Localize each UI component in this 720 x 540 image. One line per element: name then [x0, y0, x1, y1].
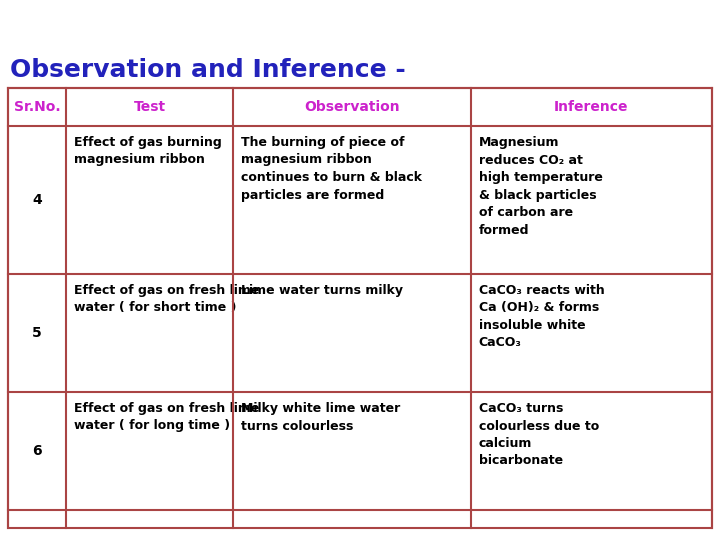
Text: Inference: Inference — [554, 100, 629, 114]
Text: Effect of gas on fresh lime
water ( for short time ): Effect of gas on fresh lime water ( for … — [74, 284, 260, 314]
Text: Milky white lime water
turns colourless: Milky white lime water turns colourless — [241, 402, 400, 433]
Text: CaCO₃ reacts with
Ca (OH)₂ & forms
insoluble white
CaCO₃: CaCO₃ reacts with Ca (OH)₂ & forms insol… — [479, 284, 604, 349]
Text: Effect of gas burning
magnesium ribbon: Effect of gas burning magnesium ribbon — [74, 136, 222, 166]
Text: Observation: Observation — [304, 100, 400, 114]
Text: Test: Test — [134, 100, 166, 114]
Text: CaCO₃ turns
colourless due to
calcium
bicarbonate: CaCO₃ turns colourless due to calcium bi… — [479, 402, 599, 468]
Text: Observation and Inference -: Observation and Inference - — [10, 58, 406, 82]
Text: Magnesium
reduces CO₂ at
high temperature
& black particles
of carbon are
formed: Magnesium reduces CO₂ at high temperatur… — [479, 136, 603, 237]
Text: The burning of piece of
magnesium ribbon
continues to burn & black
particles are: The burning of piece of magnesium ribbon… — [241, 136, 422, 201]
Text: 4: 4 — [32, 193, 42, 207]
Text: Lime water turns milky: Lime water turns milky — [241, 284, 403, 297]
Text: Sr.No.: Sr.No. — [14, 100, 60, 114]
Text: Effect of gas on fresh lime
water ( for long time ): Effect of gas on fresh lime water ( for … — [74, 402, 260, 433]
Text: 6: 6 — [32, 444, 42, 458]
Bar — [8, 88, 712, 528]
Text: 5: 5 — [32, 326, 42, 340]
